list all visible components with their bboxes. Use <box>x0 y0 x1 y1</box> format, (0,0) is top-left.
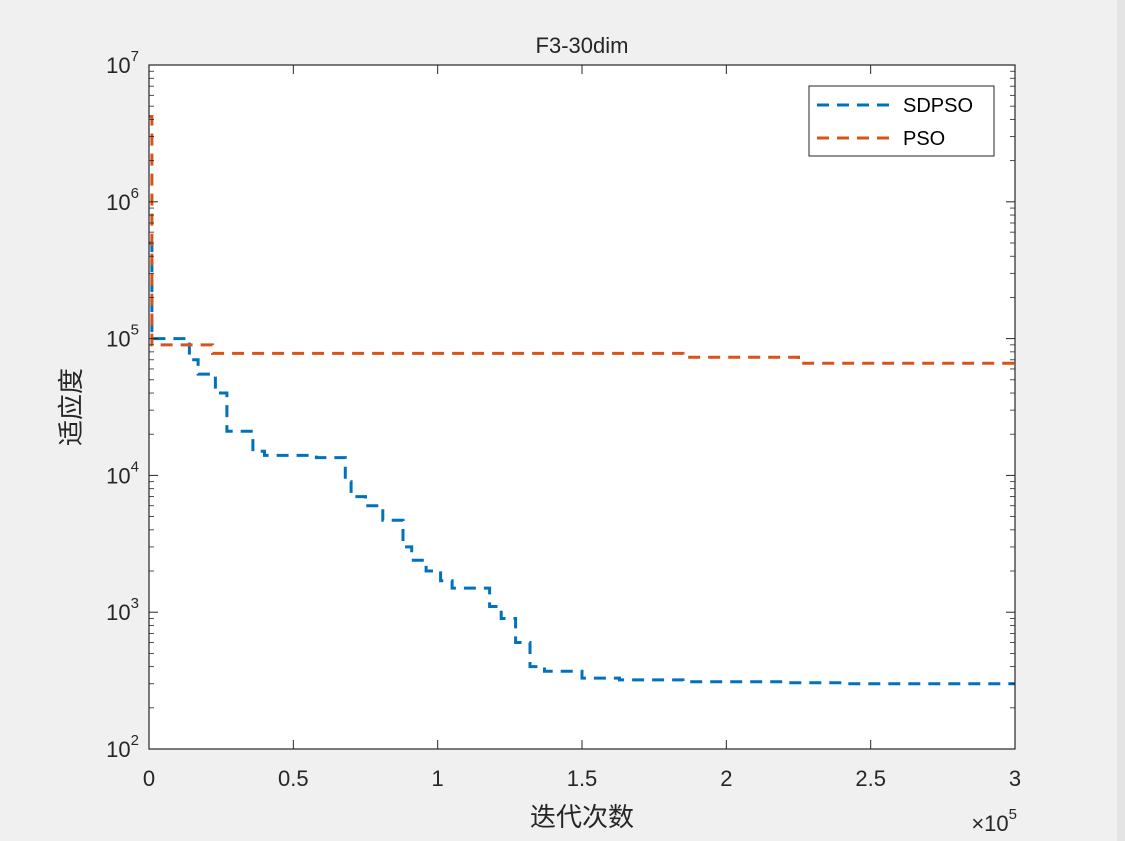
y-tick-label: 102 <box>106 732 139 762</box>
x-multiplier-exp: 5 <box>1009 806 1017 823</box>
legend-box <box>808 85 995 157</box>
x-tick-label: 2.5 <box>855 766 886 791</box>
series-line-sdpso <box>149 241 1015 686</box>
x-tick-label: 0 <box>143 766 155 791</box>
y-axis-label: 适应度 <box>57 368 87 446</box>
window-edge <box>1117 0 1125 841</box>
x-tick-label: 0.5 <box>278 766 309 791</box>
y-tick-label: 104 <box>106 458 139 488</box>
x-multiplier: ×105 <box>971 806 1017 836</box>
y-tick-label: 103 <box>106 595 139 625</box>
x-tick-label: 3 <box>1009 766 1021 791</box>
x-tick-labels: 0 0.5 1 1.5 2 2.5 3 <box>143 766 1021 791</box>
y-tick-label: 107 <box>106 48 139 78</box>
legend-label-pso: PSO <box>903 128 945 150</box>
x-tick-label: 1.5 <box>567 766 598 791</box>
legend-label-sdpso: SDPSO <box>903 95 973 117</box>
series-layer <box>149 115 1015 686</box>
x-tick-label: 2 <box>720 766 732 791</box>
x-tick-label: 1 <box>432 766 444 791</box>
plot-area <box>149 65 1015 749</box>
y-tick-labels: 102 103 104 105 106 107 <box>106 48 139 762</box>
y-tick-label: 106 <box>106 185 139 215</box>
tick-marks <box>148 64 1016 750</box>
y-tick-label: 105 <box>106 322 139 352</box>
chart-title: F3-30dim <box>536 33 629 58</box>
x-axis-label: 迭代次数 <box>530 803 634 833</box>
x-multiplier-base: ×10 <box>971 811 1008 836</box>
legend: SDPSO PSO <box>808 85 995 157</box>
